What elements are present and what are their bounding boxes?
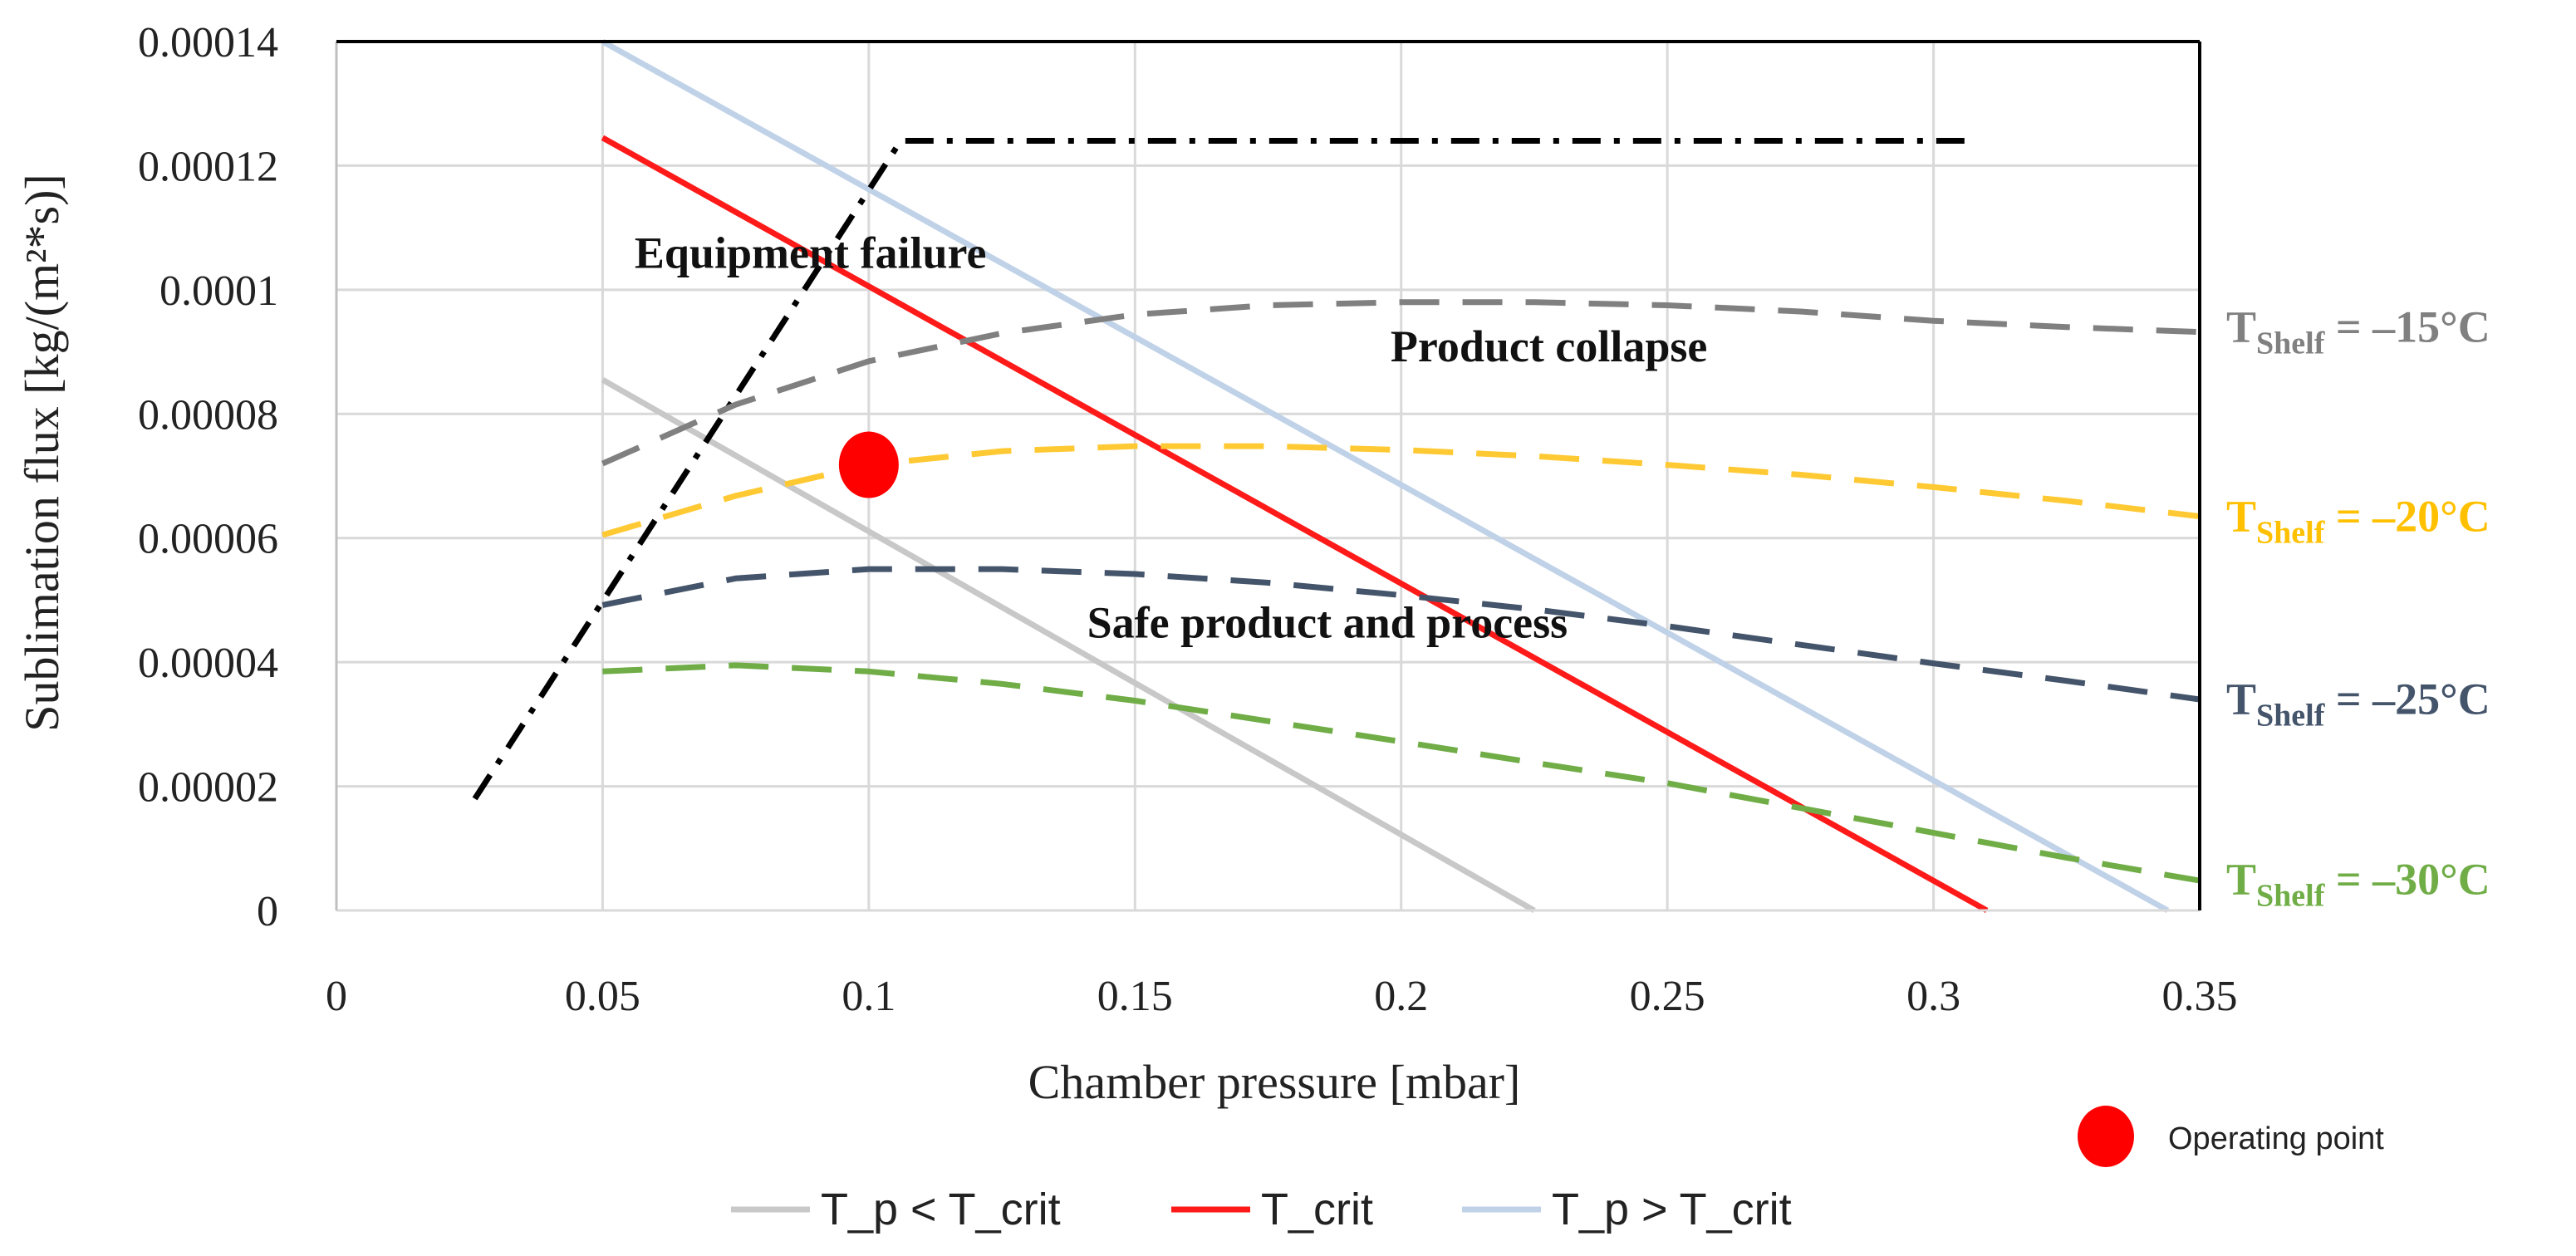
series-line xyxy=(601,135,1989,914)
series-lines xyxy=(472,38,2201,914)
x-tick-label: 0.3 xyxy=(1906,973,1960,1020)
shelf-temp-label: TShelf = –15°C xyxy=(2226,302,2490,361)
shelf-temp-label: TShelf = –25°C xyxy=(2226,675,2490,733)
x-tick-label: 0.2 xyxy=(1374,973,1428,1020)
series-line xyxy=(601,377,1536,914)
x-tick-label: 0.25 xyxy=(1630,973,1705,1020)
y-tick-label: 0.00012 xyxy=(138,143,278,190)
x-tick-label: 0.35 xyxy=(2162,973,2238,1020)
region-annotation: Equipment failure xyxy=(635,228,987,278)
legend-label: T_crit xyxy=(1261,1185,1373,1234)
x-tick-labels: 0 0.05 0.1 0.15 0.2 0.25 0.3 0.35 xyxy=(326,973,2238,1020)
y-tick-label: 0.00002 xyxy=(138,764,278,812)
operating-point-marker xyxy=(838,431,899,498)
series-line xyxy=(601,38,2170,914)
operating-point-layer xyxy=(838,431,899,498)
x-tick-label: 0.1 xyxy=(841,973,895,1020)
operating-point-legend-marker xyxy=(2078,1106,2134,1167)
y-tick-label: 0 xyxy=(257,888,278,935)
axes xyxy=(335,40,2201,912)
y-tick-label: 0.0001 xyxy=(159,267,278,315)
region-annotation: Product collapse xyxy=(1391,321,1707,371)
legend: T_p < T_crit T_crit T_p > T_crit Operating … xyxy=(731,1106,2384,1234)
x-tick-label: 0 xyxy=(326,973,347,1020)
region-annotations: Equipment failure Product collapse Safe pr… xyxy=(635,228,1708,648)
y-tick-label: 0.00008 xyxy=(138,391,278,439)
x-tick-label: 0.15 xyxy=(1097,973,1173,1020)
legend-label: T_p < T_crit xyxy=(821,1185,1061,1234)
series-line xyxy=(472,138,1965,801)
series-line xyxy=(601,299,2201,467)
legend-label: T_p > T_crit xyxy=(1552,1185,1792,1234)
series-line xyxy=(601,566,2201,703)
operating-point-legend-label: Operating point xyxy=(2168,1121,2384,1156)
shelf-temp-label: TShelf = –20°C xyxy=(2226,491,2490,550)
y-tick-label: 0.00004 xyxy=(138,640,278,687)
x-axis-title: Chamber pressure [mbar] xyxy=(1028,1055,1521,1109)
y-axis-title: Sublimation flux [kg/(m²*s)] xyxy=(15,174,69,731)
series-line xyxy=(602,662,2201,884)
y-tick-label: 0.00014 xyxy=(138,19,278,66)
x-tick-label: 0.05 xyxy=(565,973,640,1020)
y-tick-labels: 0 0.00002 0.00004 0.00006 0.00008 0.0001 0.000… xyxy=(138,19,278,935)
region-annotation: Safe product and process xyxy=(1087,597,1568,647)
shelf-temperature-labels: TShelf = –15°C TShelf = –20°C TShelf = –25… xyxy=(2226,302,2490,913)
y-tick-label: 0.00006 xyxy=(138,516,278,563)
shelf-temp-label: TShelf = –30°C xyxy=(2226,854,2490,913)
grid-lines xyxy=(336,40,2201,910)
